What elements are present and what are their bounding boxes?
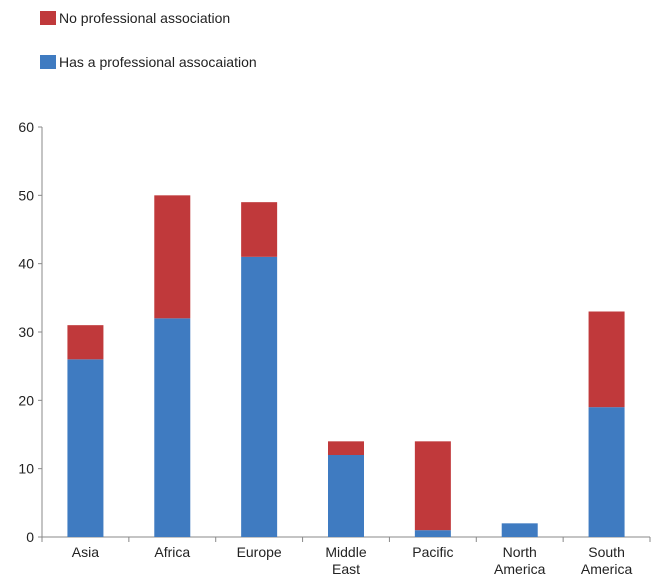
x-tick-label-line: America bbox=[494, 561, 546, 577]
bar-europe-has-association bbox=[241, 256, 278, 537]
x-tick-label-line: Asia bbox=[72, 544, 99, 560]
x-tick-label-pacific: Pacific bbox=[412, 544, 453, 560]
bar-pacific-no-association bbox=[414, 441, 451, 531]
bar-middle-east-has-association bbox=[328, 455, 364, 537]
x-tick-label-asia: Asia bbox=[72, 544, 99, 560]
x-tick-label-line: Africa bbox=[154, 544, 190, 560]
y-tick-label-0: 0 bbox=[26, 529, 34, 545]
x-tick-label-line: East bbox=[332, 561, 360, 577]
x-tick-label-south-america: South America bbox=[581, 544, 633, 577]
legend-item-no-association: No professional association bbox=[40, 8, 257, 28]
y-tick-label-10: 10 bbox=[18, 461, 34, 477]
legend-label-has-association: Has a professional assocaiation bbox=[59, 54, 257, 70]
bar-africa-has-association bbox=[154, 318, 191, 537]
x-tick-label-line: Europe bbox=[237, 544, 282, 560]
y-tick-label-20: 20 bbox=[18, 392, 34, 408]
x-tick-label-line: Middle bbox=[325, 544, 366, 560]
bar-asia-no-association bbox=[67, 325, 104, 360]
y-tick-label-60: 60 bbox=[18, 119, 34, 135]
x-tick-label-line: America bbox=[581, 561, 633, 577]
x-tick-label-middle-east: Middle East bbox=[325, 544, 366, 577]
x-tick-label-europe: Europe bbox=[237, 544, 282, 560]
y-tick-label-30: 30 bbox=[18, 324, 34, 340]
legend: No professional association Has a profes… bbox=[40, 8, 257, 96]
bar-africa-no-association bbox=[154, 195, 191, 319]
y-tick-label-50: 50 bbox=[18, 187, 34, 203]
bar-south-america-no-association bbox=[588, 311, 625, 408]
x-tick-label-north-america: North America bbox=[494, 544, 546, 577]
bar-middle-east-no-association bbox=[328, 441, 364, 455]
legend-label-no-association: No professional association bbox=[59, 10, 231, 26]
x-tick-label-line: North bbox=[503, 544, 537, 560]
legend-item-has-association: Has a professional assocaiation bbox=[40, 52, 257, 72]
y-tick-label-40: 40 bbox=[18, 256, 34, 272]
x-tick-label-line: Pacific bbox=[412, 544, 453, 560]
bar-europe-no-association bbox=[241, 202, 278, 257]
x-tick-label-africa: Africa bbox=[154, 544, 190, 560]
bar-north-america-has-association bbox=[501, 523, 538, 537]
x-tick-label-line: South bbox=[588, 544, 625, 560]
legend-swatch-has-association bbox=[40, 55, 56, 69]
bar-south-america-has-association bbox=[588, 407, 625, 537]
legend-swatch-no-association bbox=[40, 11, 56, 25]
bar-pacific-has-association bbox=[414, 530, 451, 537]
bar-asia-has-association bbox=[67, 359, 104, 537]
